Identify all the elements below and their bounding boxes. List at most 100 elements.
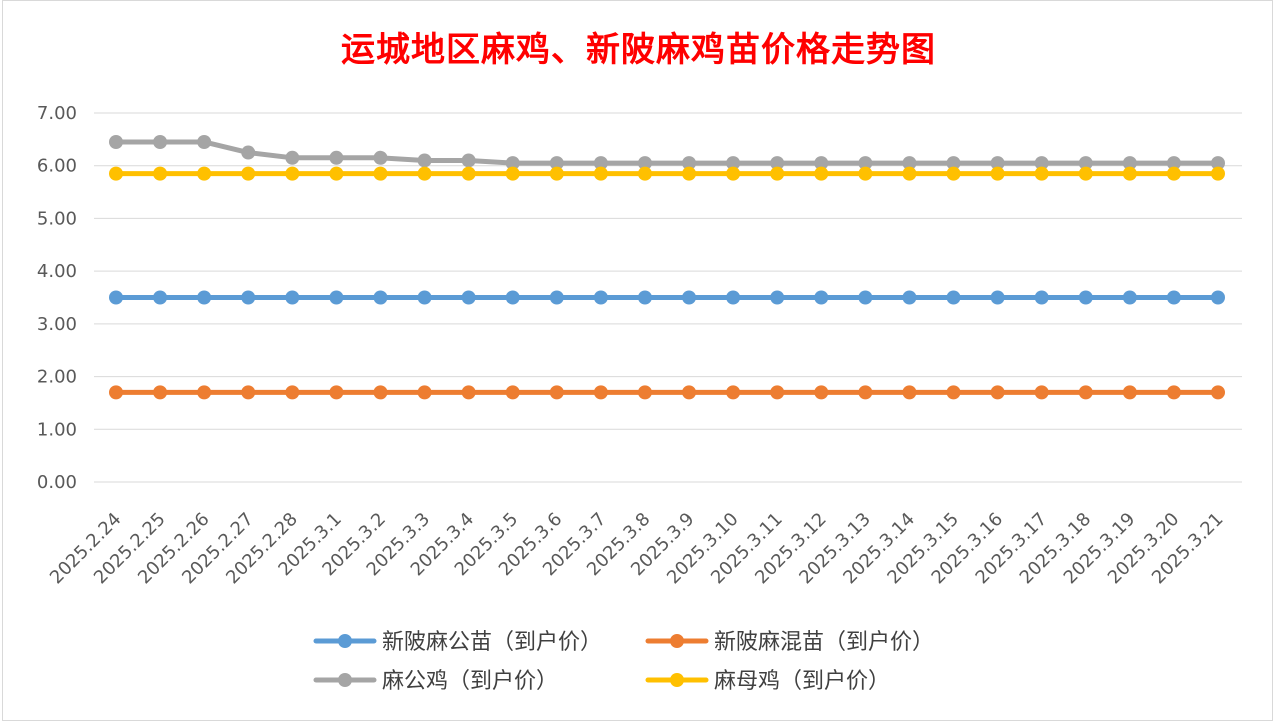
data-point (1078, 166, 1093, 181)
y-tick-label: 0.00 (37, 472, 77, 493)
data-point (109, 166, 123, 181)
data-point (946, 290, 961, 305)
data-point (593, 290, 608, 305)
legend-label: 新陂麻混苗（到户价） (714, 630, 934, 655)
data-point (329, 150, 344, 165)
data-point (902, 385, 917, 400)
data-point (197, 166, 212, 181)
data-point (417, 153, 432, 168)
y-tick-label: 3.00 (37, 314, 77, 335)
legend-label: 新陂麻公苗（到户价） (382, 630, 602, 655)
data-point (770, 290, 785, 305)
data-point (990, 156, 1005, 171)
data-point (814, 385, 829, 400)
data-point (373, 166, 388, 181)
data-point (593, 166, 608, 181)
data-point (329, 385, 344, 400)
data-point (109, 134, 123, 149)
data-point (770, 166, 785, 181)
data-point (241, 166, 256, 181)
data-point (549, 290, 564, 305)
data-point (505, 290, 520, 305)
data-point (329, 166, 344, 181)
data-point (1078, 290, 1093, 305)
data-point (1034, 290, 1049, 305)
data-point (109, 290, 123, 305)
legend-label: 麻母鸡（到户价） (714, 669, 890, 694)
data-point (285, 385, 300, 400)
series-line (113, 139, 1221, 166)
data-point (461, 290, 476, 305)
data-point (726, 290, 741, 305)
data-point (241, 290, 256, 305)
data-point (153, 290, 168, 305)
data-point (858, 385, 873, 400)
data-point (1034, 166, 1049, 181)
data-point (946, 385, 961, 400)
data-point (726, 385, 741, 400)
data-point (1166, 290, 1181, 305)
data-point (637, 385, 652, 400)
data-point (1122, 156, 1137, 171)
chart-title: 运城地区麻鸡、新陂麻鸡苗价格走势图 (341, 30, 936, 70)
data-point (1122, 166, 1137, 181)
data-point (858, 166, 873, 181)
data-point (1122, 385, 1137, 400)
y-tick-label: 7.00 (37, 103, 77, 124)
data-point (197, 134, 212, 149)
data-point (241, 145, 256, 160)
data-point (682, 166, 697, 181)
data-point (285, 150, 300, 165)
data-point (1034, 156, 1049, 171)
data-point (1211, 166, 1225, 181)
data-point (946, 166, 961, 181)
data-point (197, 385, 212, 400)
data-point (1122, 290, 1137, 305)
legend-marker (338, 673, 352, 687)
data-point (770, 156, 785, 171)
data-point (1211, 156, 1225, 171)
data-point (814, 156, 829, 171)
legend-marker (670, 673, 684, 687)
data-point (593, 156, 608, 171)
y-tick-label: 5.00 (37, 208, 77, 229)
data-point (637, 156, 652, 171)
y-tick-label: 1.00 (37, 419, 77, 440)
data-point (329, 290, 344, 305)
data-point (593, 385, 608, 400)
data-point (417, 166, 432, 181)
data-point (461, 166, 476, 181)
y-tick-label: 6.00 (37, 156, 77, 177)
data-point (241, 385, 256, 400)
legend-marker (670, 634, 684, 648)
data-point (682, 290, 697, 305)
data-point (902, 290, 917, 305)
y-tick-label: 4.00 (37, 261, 77, 282)
data-point (373, 290, 388, 305)
data-point (461, 153, 476, 168)
data-point (1166, 156, 1181, 171)
data-point (902, 166, 917, 181)
data-point (726, 166, 741, 181)
data-point (417, 385, 432, 400)
data-point (1166, 385, 1181, 400)
data-point (373, 385, 388, 400)
data-point (682, 385, 697, 400)
data-point (505, 156, 520, 171)
data-point (637, 166, 652, 181)
data-point (1211, 385, 1225, 400)
data-point (1211, 290, 1225, 305)
data-point (285, 166, 300, 181)
data-point (682, 156, 697, 171)
data-point (549, 166, 564, 181)
data-point (461, 385, 476, 400)
data-point (946, 156, 961, 171)
data-point (109, 385, 123, 400)
data-point (814, 290, 829, 305)
data-point (814, 166, 829, 181)
data-point (990, 290, 1005, 305)
data-point (637, 290, 652, 305)
data-point (858, 156, 873, 171)
